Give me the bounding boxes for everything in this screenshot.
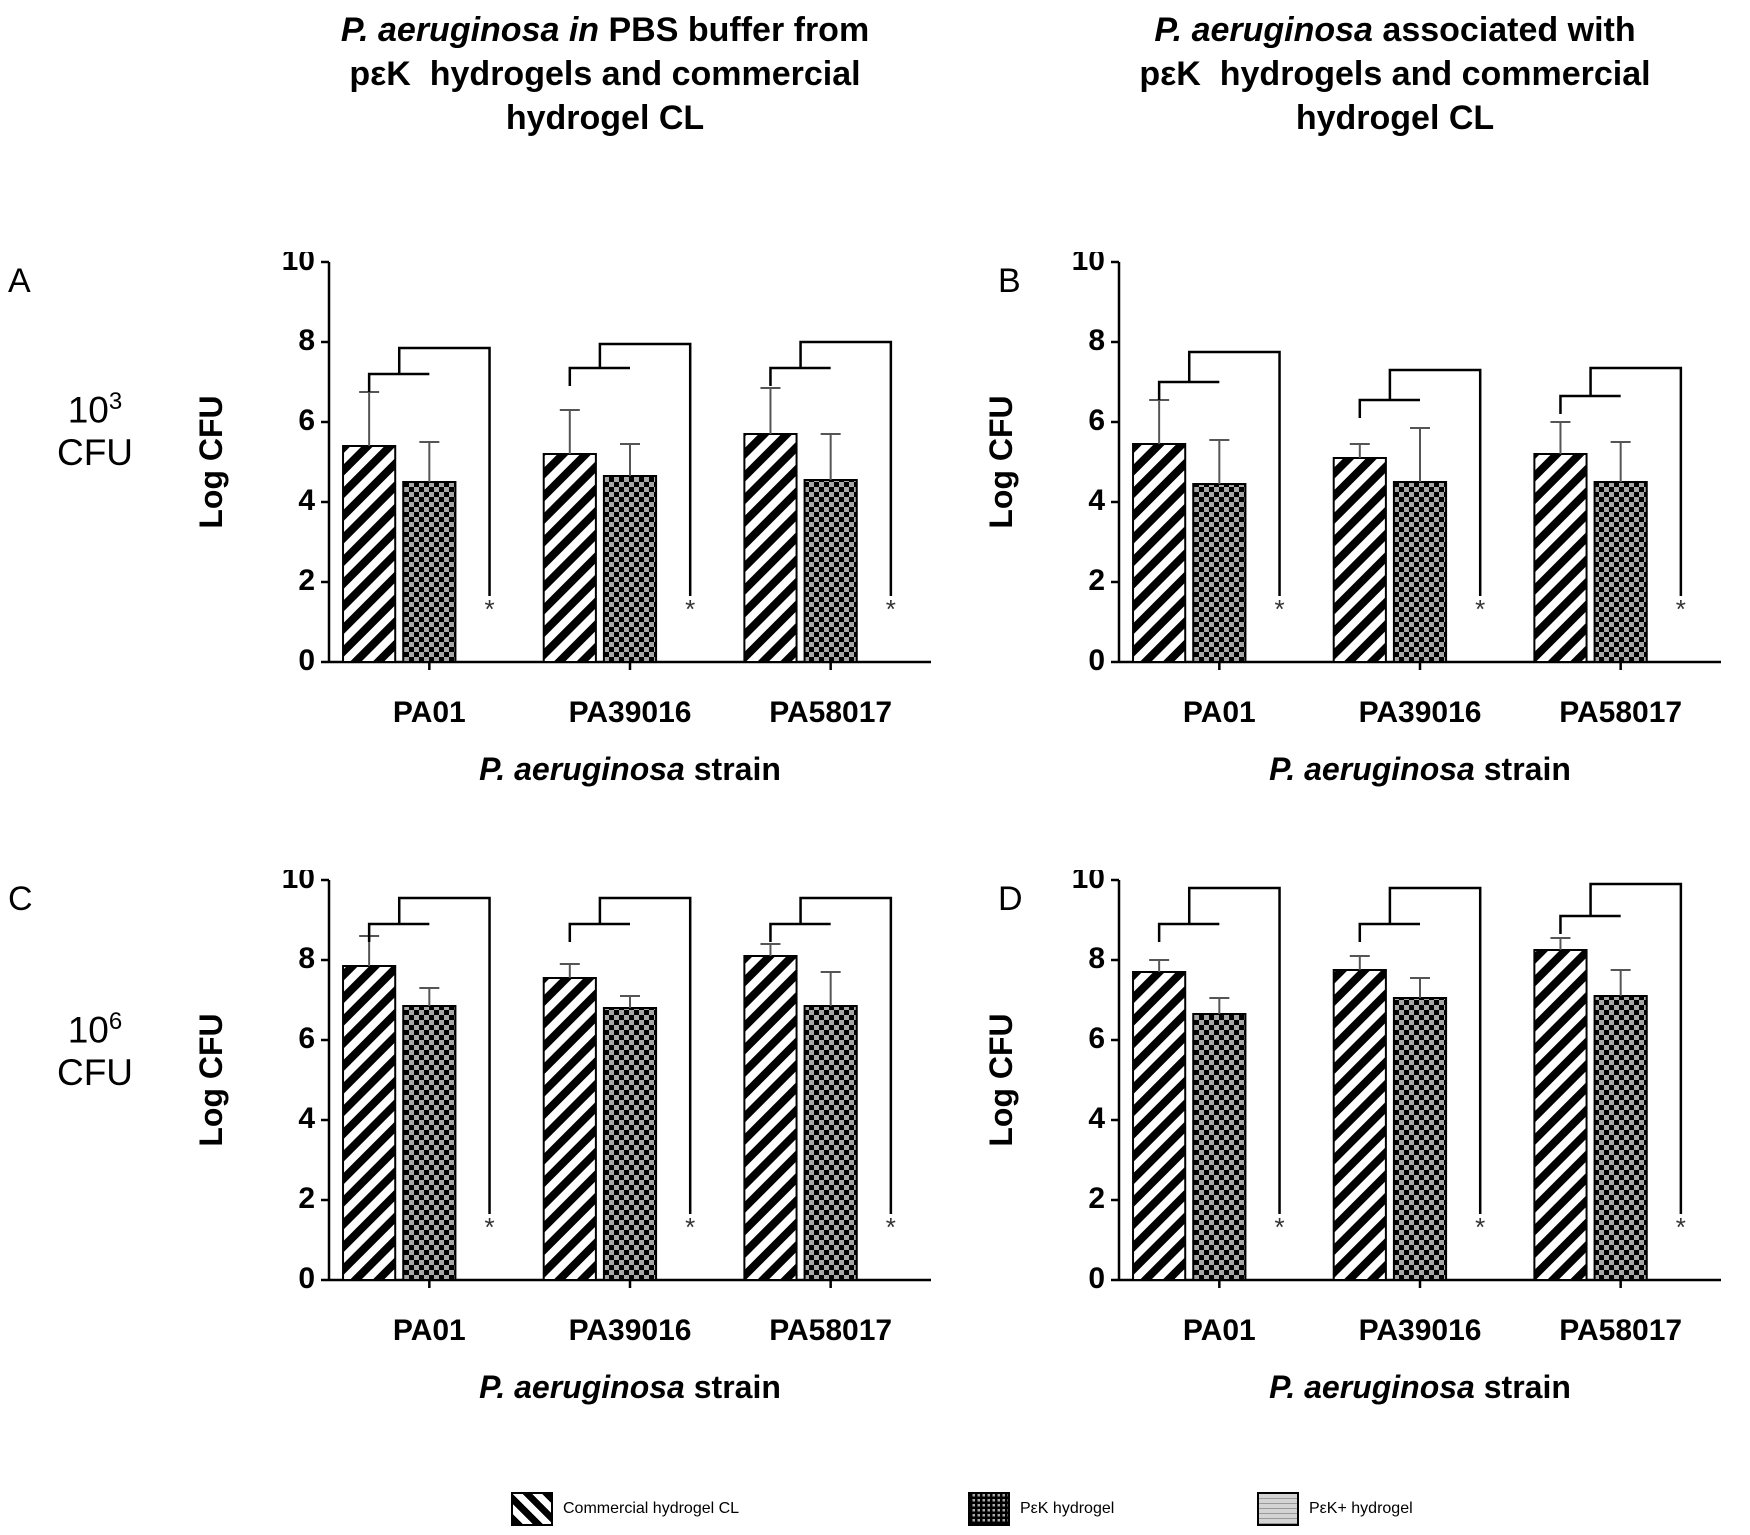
svg-text:2: 2	[1088, 1182, 1105, 1215]
svg-text:PA39016: PA39016	[1359, 696, 1482, 729]
svg-text:6: 6	[298, 1022, 315, 1055]
svg-text:*: *	[1475, 594, 1485, 624]
svg-text:P. aeruginosa strain: P. aeruginosa strain	[479, 751, 781, 787]
svg-text:*: *	[886, 1212, 896, 1242]
svg-text:*: *	[1475, 1212, 1485, 1242]
svg-text:8: 8	[298, 324, 315, 357]
svg-text:PA58017: PA58017	[1559, 1314, 1682, 1347]
svg-text:0: 0	[1088, 1262, 1105, 1295]
svg-text:*: *	[484, 1212, 494, 1242]
svg-text:*: *	[484, 594, 494, 624]
svg-text:4: 4	[1088, 1102, 1105, 1135]
svg-text:*: *	[1274, 594, 1284, 624]
svg-text:6: 6	[1088, 1022, 1105, 1055]
svg-text:8: 8	[1088, 942, 1105, 975]
svg-text:PA01: PA01	[1183, 1314, 1256, 1347]
svg-text:0: 0	[298, 644, 315, 677]
svg-text:Log CFU: Log CFU	[194, 1013, 229, 1146]
svg-text:10: 10	[1072, 252, 1105, 277]
svg-text:Log CFU: Log CFU	[984, 1013, 1019, 1146]
svg-text:PA39016: PA39016	[569, 696, 692, 729]
svg-text:*: *	[1676, 1212, 1686, 1242]
svg-text:P. aeruginosa strain: P. aeruginosa strain	[1269, 751, 1571, 787]
svg-text:PA39016: PA39016	[1359, 1314, 1482, 1347]
svg-text:0: 0	[1088, 644, 1105, 677]
svg-text:*: *	[886, 594, 896, 624]
svg-text:*: *	[685, 594, 695, 624]
svg-text:2: 2	[298, 1182, 315, 1215]
svg-text:2: 2	[1088, 564, 1105, 597]
svg-text:10: 10	[1072, 870, 1105, 895]
svg-text:8: 8	[298, 942, 315, 975]
svg-text:PA01: PA01	[393, 696, 466, 729]
svg-text:P. aeruginosa strain: P. aeruginosa strain	[1269, 1369, 1571, 1405]
svg-text:P. aeruginosa strain: P. aeruginosa strain	[479, 1369, 781, 1405]
svg-text:*: *	[685, 1212, 695, 1242]
svg-text:6: 6	[1088, 404, 1105, 437]
svg-text:*: *	[1676, 594, 1686, 624]
svg-text:PA39016: PA39016	[569, 1314, 692, 1347]
svg-text:0: 0	[298, 1262, 315, 1295]
svg-text:PA01: PA01	[393, 1314, 466, 1347]
svg-text:10: 10	[282, 870, 315, 895]
svg-text:2: 2	[298, 564, 315, 597]
svg-text:6: 6	[298, 404, 315, 437]
svg-text:4: 4	[1088, 484, 1105, 517]
svg-text:4: 4	[298, 1102, 315, 1135]
svg-text:Log CFU: Log CFU	[194, 395, 229, 528]
svg-text:10: 10	[282, 252, 315, 277]
svg-text:PA58017: PA58017	[1559, 696, 1682, 729]
svg-text:8: 8	[1088, 324, 1105, 357]
svg-text:Log CFU: Log CFU	[984, 395, 1019, 528]
svg-text:PA01: PA01	[1183, 696, 1256, 729]
svg-text:4: 4	[298, 484, 315, 517]
svg-text:PA58017: PA58017	[769, 1314, 892, 1347]
svg-text:*: *	[1274, 1212, 1284, 1242]
svg-text:PA58017: PA58017	[769, 696, 892, 729]
